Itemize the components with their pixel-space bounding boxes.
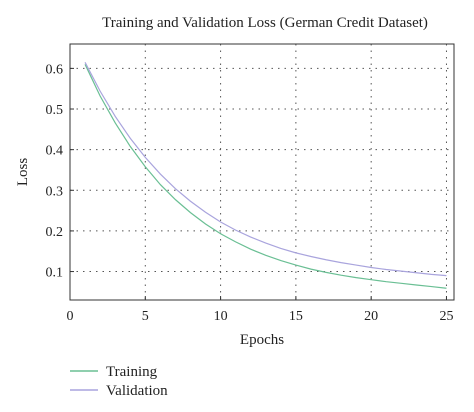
- y-tick-label: 0.3: [46, 184, 64, 199]
- x-tick-label: 25: [439, 309, 453, 324]
- x-tick-label: 15: [289, 309, 303, 324]
- x-tick-label: 0: [67, 309, 74, 324]
- series-layer: [84, 62, 447, 289]
- chart-title: Training and Validation Loss (German Cre…: [102, 15, 428, 31]
- grid: [70, 44, 454, 300]
- legend-label: Training: [106, 364, 158, 380]
- series-line-training: [84, 64, 447, 289]
- legend-item-training: Training: [70, 364, 158, 380]
- x-tick-label: 10: [214, 309, 228, 324]
- legend-item-validation: Validation: [70, 383, 168, 399]
- legend-label: Validation: [106, 383, 168, 399]
- y-axis-label: Loss: [15, 158, 31, 187]
- y-tick-label: 0.2: [46, 225, 64, 240]
- y-tick-label: 0.4: [46, 144, 64, 159]
- x-tick-label: 20: [364, 309, 378, 324]
- y-tick-label: 0.6: [46, 62, 64, 77]
- y-tick-label: 0.1: [46, 266, 64, 281]
- x-axis-label: Epochs: [240, 332, 284, 348]
- legend: Training Validation: [70, 364, 168, 399]
- x-tick-label: 5: [142, 309, 149, 324]
- plot-frame: [69, 43, 455, 301]
- series-line-validation: [84, 62, 447, 277]
- y-tick-label: 0.5: [46, 103, 64, 118]
- ticks: 0 5 10 15 20 25 0.1 0.2 0.3 0.4 0.5 0.6: [46, 62, 454, 324]
